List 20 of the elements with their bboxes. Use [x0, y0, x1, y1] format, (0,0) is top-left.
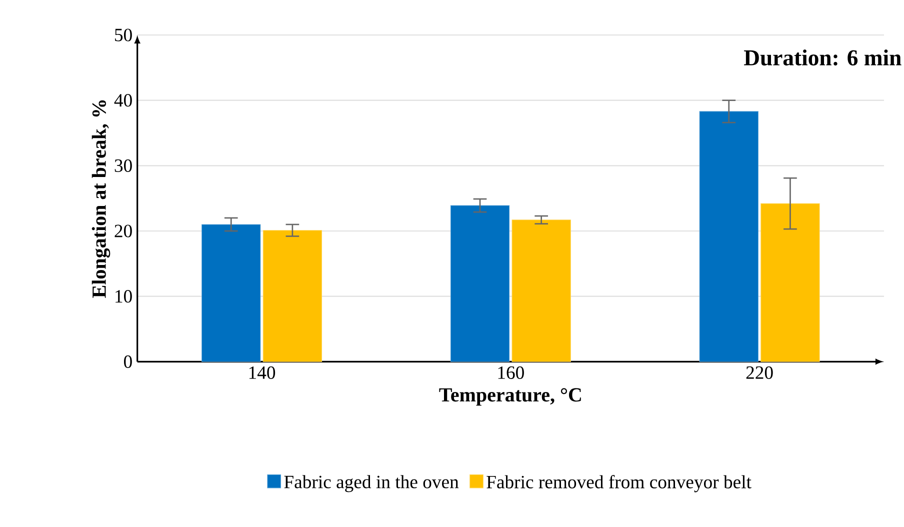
- y-tick-label: 10: [116, 290, 132, 303]
- bar: [760, 203, 820, 362]
- bar: [699, 111, 758, 362]
- y-tick-label: 40: [114, 94, 132, 107]
- y-tick-label: 20: [114, 224, 132, 238]
- y-tick-label: 0: [124, 355, 132, 368]
- bar: [202, 224, 261, 362]
- x-axis-title: Temperature, °C: [439, 388, 581, 406]
- bar: [450, 205, 510, 362]
- x-tick-label: 160: [498, 366, 524, 379]
- bar: [512, 220, 571, 362]
- annotation: Duration: 6 min: [744, 50, 902, 66]
- x-tick-label: 140: [249, 366, 276, 379]
- legend-label: Fabric aged in the oven: [284, 475, 459, 492]
- legend-label: Fabric removed from conveyor belt: [486, 475, 752, 492]
- bar: [262, 230, 322, 362]
- y-axis-title: Elongation at break, %: [92, 100, 110, 298]
- x-tick-label: 220: [746, 366, 773, 379]
- y-tick-label: 50: [115, 28, 132, 42]
- y-tick-label: 30: [114, 159, 132, 172]
